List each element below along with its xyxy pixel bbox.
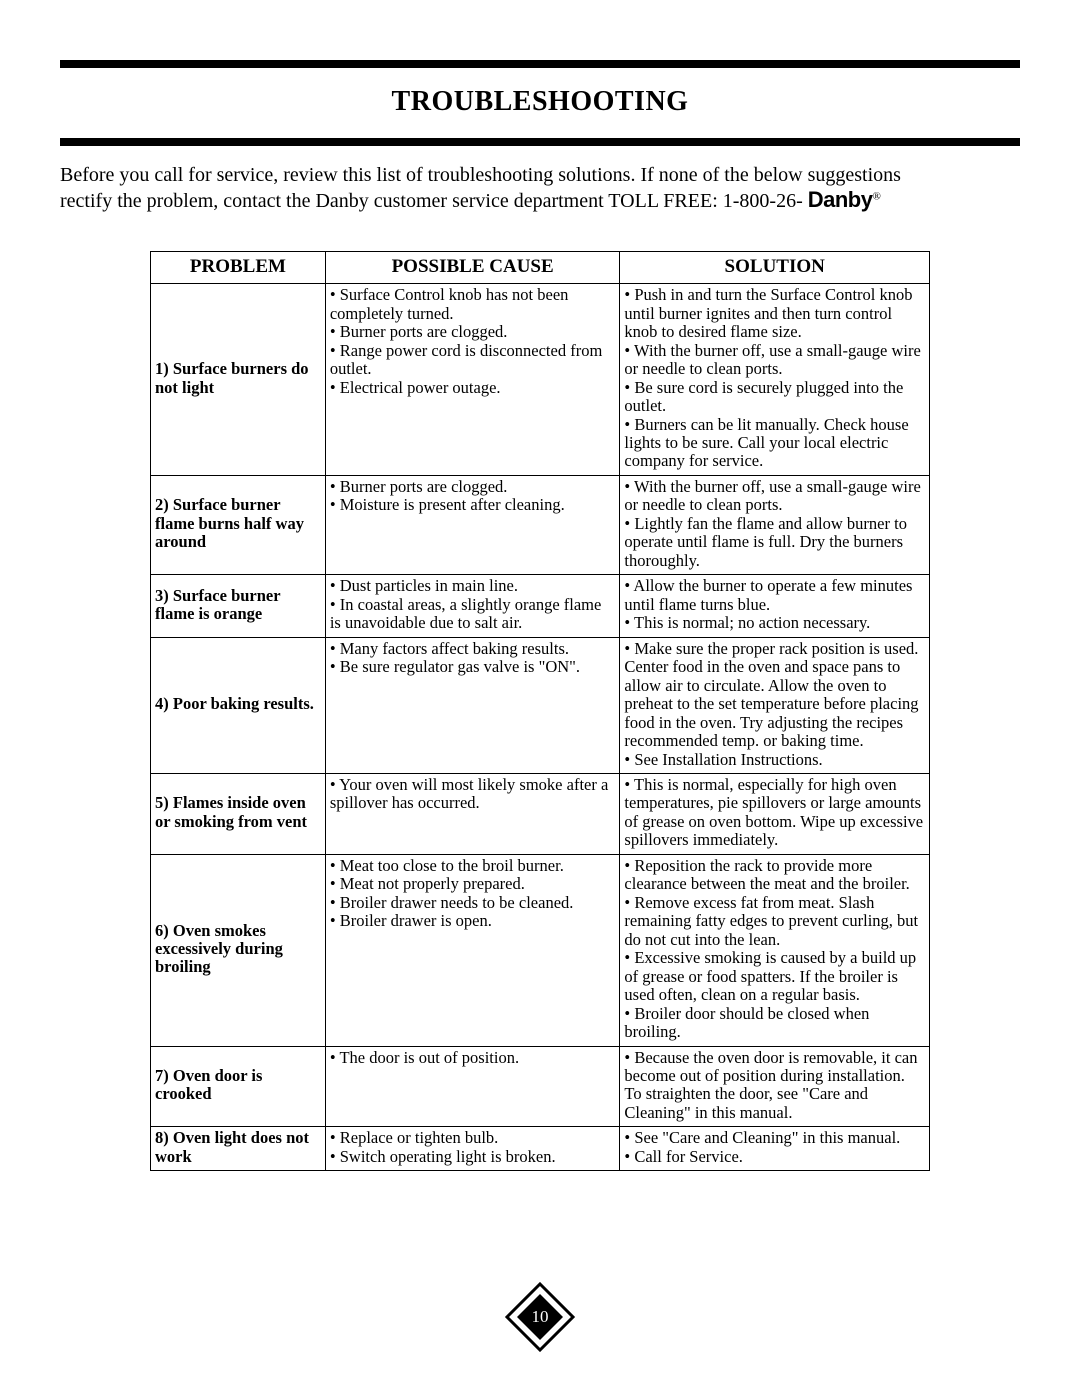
cell-problem: 2) Surface burner flame burns half way a… <box>151 475 326 574</box>
cell-problem: 3) Surface burner flame is orange <box>151 575 326 637</box>
table-row: 4) Poor baking results. • Many factors a… <box>151 637 930 773</box>
cell-solution: • This is normal, especially for high ov… <box>620 773 930 854</box>
cell-problem: 5) Flames inside oven or smoking from ve… <box>151 773 326 854</box>
table-row: 5) Flames inside oven or smoking from ve… <box>151 773 930 854</box>
mid-rule <box>60 138 1020 146</box>
cell-cause: • Burner ports are clogged.• Moisture is… <box>325 475 620 574</box>
table-row: 7) Oven door is crooked • The door is ou… <box>151 1046 930 1127</box>
cell-problem: 8) Oven light does not work <box>151 1127 326 1171</box>
cell-problem: 6) Oven smokes excessively during broili… <box>151 854 326 1046</box>
header-problem: PROBLEM <box>151 252 326 284</box>
cell-cause: • Surface Control knob has not been comp… <box>325 284 620 476</box>
page-number-badge: 10 <box>505 1282 575 1352</box>
page-title: TROUBLESHOOTING <box>60 86 1020 118</box>
table-row: 2) Surface burner flame burns half way a… <box>151 475 930 574</box>
cell-cause: • Your oven will most likely smoke after… <box>325 773 620 854</box>
intro-line2: rectify the problem, contact the Danby c… <box>60 190 808 212</box>
page-footer: 10 <box>0 1282 1080 1357</box>
troubleshoot-table: PROBLEM POSSIBLE CAUSE SOLUTION 1) Surfa… <box>150 251 930 1171</box>
top-rule <box>60 60 1020 68</box>
cell-problem: 4) Poor baking results. <box>151 637 326 773</box>
page-number: 10 <box>532 1307 549 1327</box>
cell-problem: 1) Surface burners do not light <box>151 284 326 476</box>
cell-solution: • Push in and turn the Surface Control k… <box>620 284 930 476</box>
table-row: 1) Surface burners do not light • Surfac… <box>151 284 930 476</box>
intro-line1: Before you call for service, review this… <box>60 164 901 186</box>
table-header-row: PROBLEM POSSIBLE CAUSE SOLUTION <box>151 252 930 284</box>
cell-solution: • Allow the burner to operate a few minu… <box>620 575 930 637</box>
cell-cause: • Meat too close to the broil burner.• M… <box>325 854 620 1046</box>
table-row: 3) Surface burner flame is orange • Dust… <box>151 575 930 637</box>
registered-mark: ® <box>872 190 880 202</box>
cell-solution: • Reposition the rack to provide more cl… <box>620 854 930 1046</box>
brand-mark: Danby <box>808 187 873 212</box>
cell-solution: • Make sure the proper rack position is … <box>620 637 930 773</box>
cell-cause: • Many factors affect baking results.• B… <box>325 637 620 773</box>
header-cause: POSSIBLE CAUSE <box>325 252 620 284</box>
cell-cause: • The door is out of position. <box>325 1046 620 1127</box>
cell-cause: • Replace or tighten bulb.• Switch opera… <box>325 1127 620 1171</box>
header-solution: SOLUTION <box>620 252 930 284</box>
cell-solution: • With the burner off, use a small-gauge… <box>620 475 930 574</box>
cell-solution: • See "Care and Cleaning" in this manual… <box>620 1127 930 1171</box>
cell-solution: • Because the oven door is removable, it… <box>620 1046 930 1127</box>
table-row: 6) Oven smokes excessively during broili… <box>151 854 930 1046</box>
cell-cause: • Dust particles in main line.• In coast… <box>325 575 620 637</box>
table-body: 1) Surface burners do not light • Surfac… <box>151 284 930 1171</box>
intro-paragraph: Before you call for service, review this… <box>60 164 1020 213</box>
cell-problem: 7) Oven door is crooked <box>151 1046 326 1127</box>
table-row: 8) Oven light does not work • Replace or… <box>151 1127 930 1171</box>
